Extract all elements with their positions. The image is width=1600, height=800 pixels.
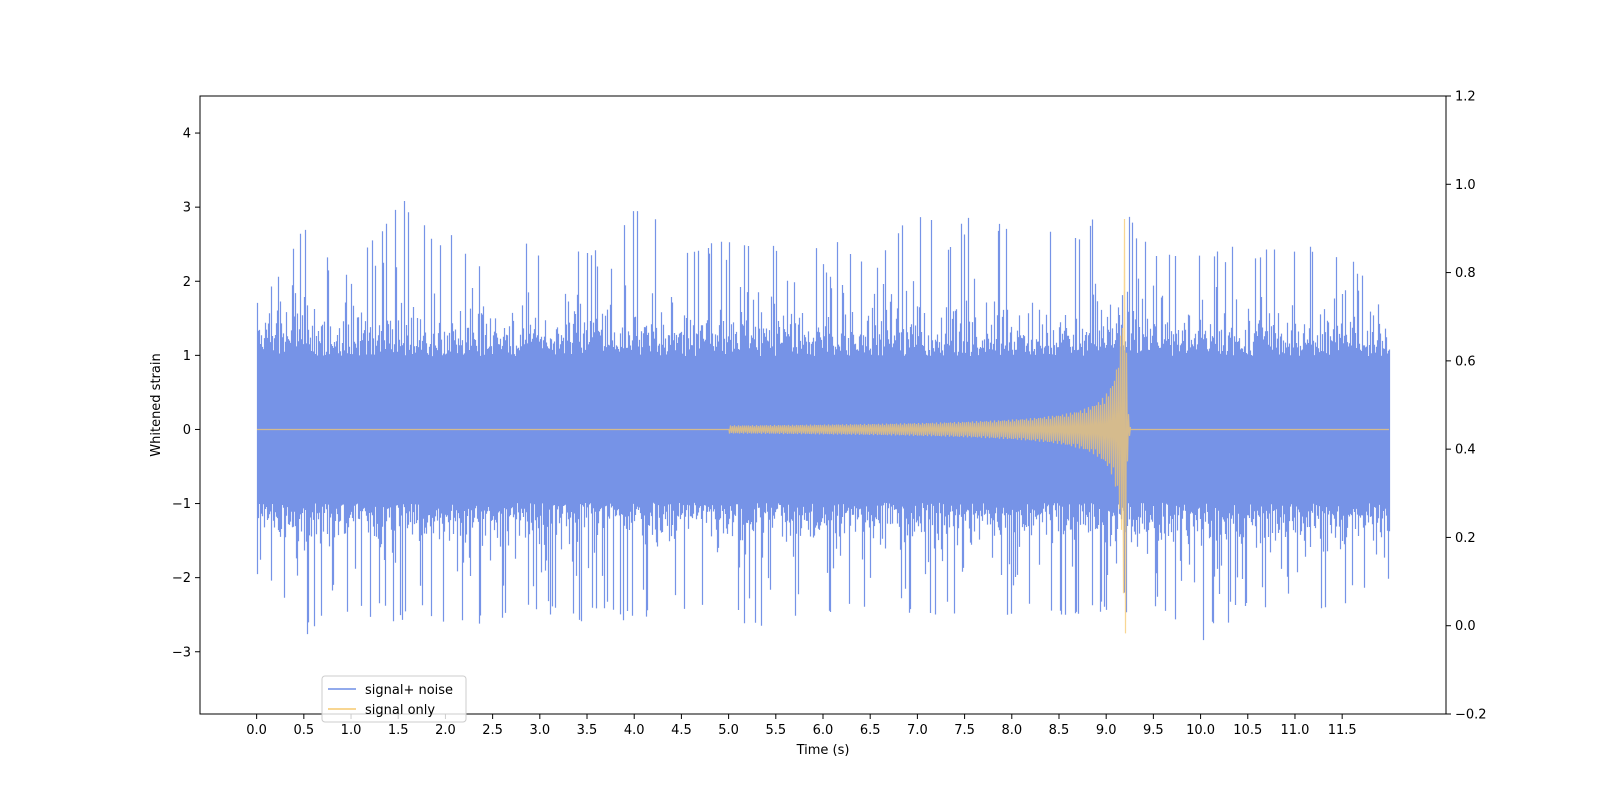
y-axis-left: −3 −2 −1 0 1 2 3 4 <box>172 127 200 660</box>
y2-tick-label: 0.2 <box>1455 531 1476 546</box>
y-axis-label: Whitened strain <box>149 353 164 456</box>
series-signal-noise-line <box>256 201 1391 641</box>
x-tick-label: 9.0 <box>1096 723 1117 738</box>
y2-tick-label: −0.2 <box>1455 708 1487 723</box>
x-tick-label: 2.5 <box>482 723 503 738</box>
y2-tick-label: 0.0 <box>1455 619 1476 634</box>
x-tick-label: 3.5 <box>577 723 598 738</box>
x-tick-label: 10.5 <box>1233 723 1262 738</box>
x-tick-label: 0.0 <box>246 723 267 738</box>
y-tick-label: 1 <box>183 349 191 364</box>
y-tick-label: −1 <box>172 497 191 512</box>
x-tick-label: 5.5 <box>765 723 786 738</box>
y-tick-label: 0 <box>183 423 191 438</box>
y2-tick-label: 0.8 <box>1455 266 1476 281</box>
x-tick-label: 7.5 <box>954 723 975 738</box>
x-tick-label: 1.0 <box>341 723 362 738</box>
y-tick-label: 4 <box>183 127 191 142</box>
x-tick-label: 7.0 <box>907 723 928 738</box>
x-tick-label: 6.5 <box>860 723 881 738</box>
y-axis-right: −0.2 0.0 0.2 0.4 0.6 0.8 1.0 1.2 <box>1446 90 1487 723</box>
x-tick-label: 1.5 <box>388 723 409 738</box>
x-tick-label: 10.0 <box>1186 723 1215 738</box>
x-tick-label: 3.0 <box>529 723 550 738</box>
plot-area <box>256 201 1391 641</box>
legend-label-signal-only: signal only <box>365 703 435 718</box>
x-tick-label: 4.5 <box>671 723 692 738</box>
x-axis-label: Time (s) <box>796 743 850 758</box>
y-tick-label: −3 <box>172 645 191 660</box>
series-signal-only-line <box>257 218 1389 634</box>
y2-tick-label: 1.2 <box>1455 90 1476 105</box>
y2-tick-label: 1.0 <box>1455 178 1476 193</box>
y-tick-label: 3 <box>183 201 191 216</box>
y-tick-label: −2 <box>172 571 191 586</box>
x-tick-label: 8.0 <box>1001 723 1022 738</box>
y-tick-label: 2 <box>183 275 191 290</box>
x-tick-label: 6.0 <box>813 723 834 738</box>
x-tick-label: 2.0 <box>435 723 456 738</box>
x-axis: 0.0 0.5 1.0 1.5 2.0 2.5 3.0 3.5 4.0 4.5 5.0 5.5 6.0 6… <box>246 714 1357 738</box>
x-tick-label: 5.0 <box>718 723 739 738</box>
legend-box <box>321 675 467 723</box>
x-tick-label: 11.5 <box>1328 723 1357 738</box>
y2-tick-label: 0.6 <box>1455 354 1476 369</box>
y2-tick-label: 0.4 <box>1455 443 1476 458</box>
x-tick-label: 0.5 <box>293 723 314 738</box>
x-tick-label: 9.5 <box>1143 723 1164 738</box>
legend: signal+ noise signal only <box>321 675 467 723</box>
x-tick-label: 11.0 <box>1280 723 1309 738</box>
x-tick-label: 8.5 <box>1049 723 1070 738</box>
legend-label-signal-noise: signal+ noise <box>365 683 453 698</box>
x-tick-label: 4.0 <box>624 723 645 738</box>
